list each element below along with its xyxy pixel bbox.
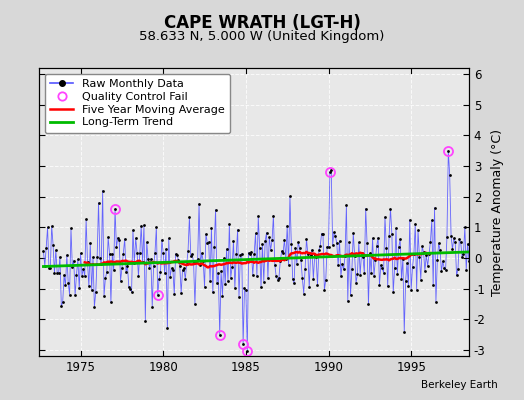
Legend: Raw Monthly Data, Quality Control Fail, Five Year Moving Average, Long-Term Tren: Raw Monthly Data, Quality Control Fail, … [45, 74, 230, 133]
Y-axis label: Temperature Anomaly (°C): Temperature Anomaly (°C) [492, 128, 504, 296]
Text: CAPE WRATH (LGT-H): CAPE WRATH (LGT-H) [163, 14, 361, 32]
Text: Berkeley Earth: Berkeley Earth [421, 380, 498, 390]
Text: 58.633 N, 5.000 W (United Kingdom): 58.633 N, 5.000 W (United Kingdom) [139, 30, 385, 43]
